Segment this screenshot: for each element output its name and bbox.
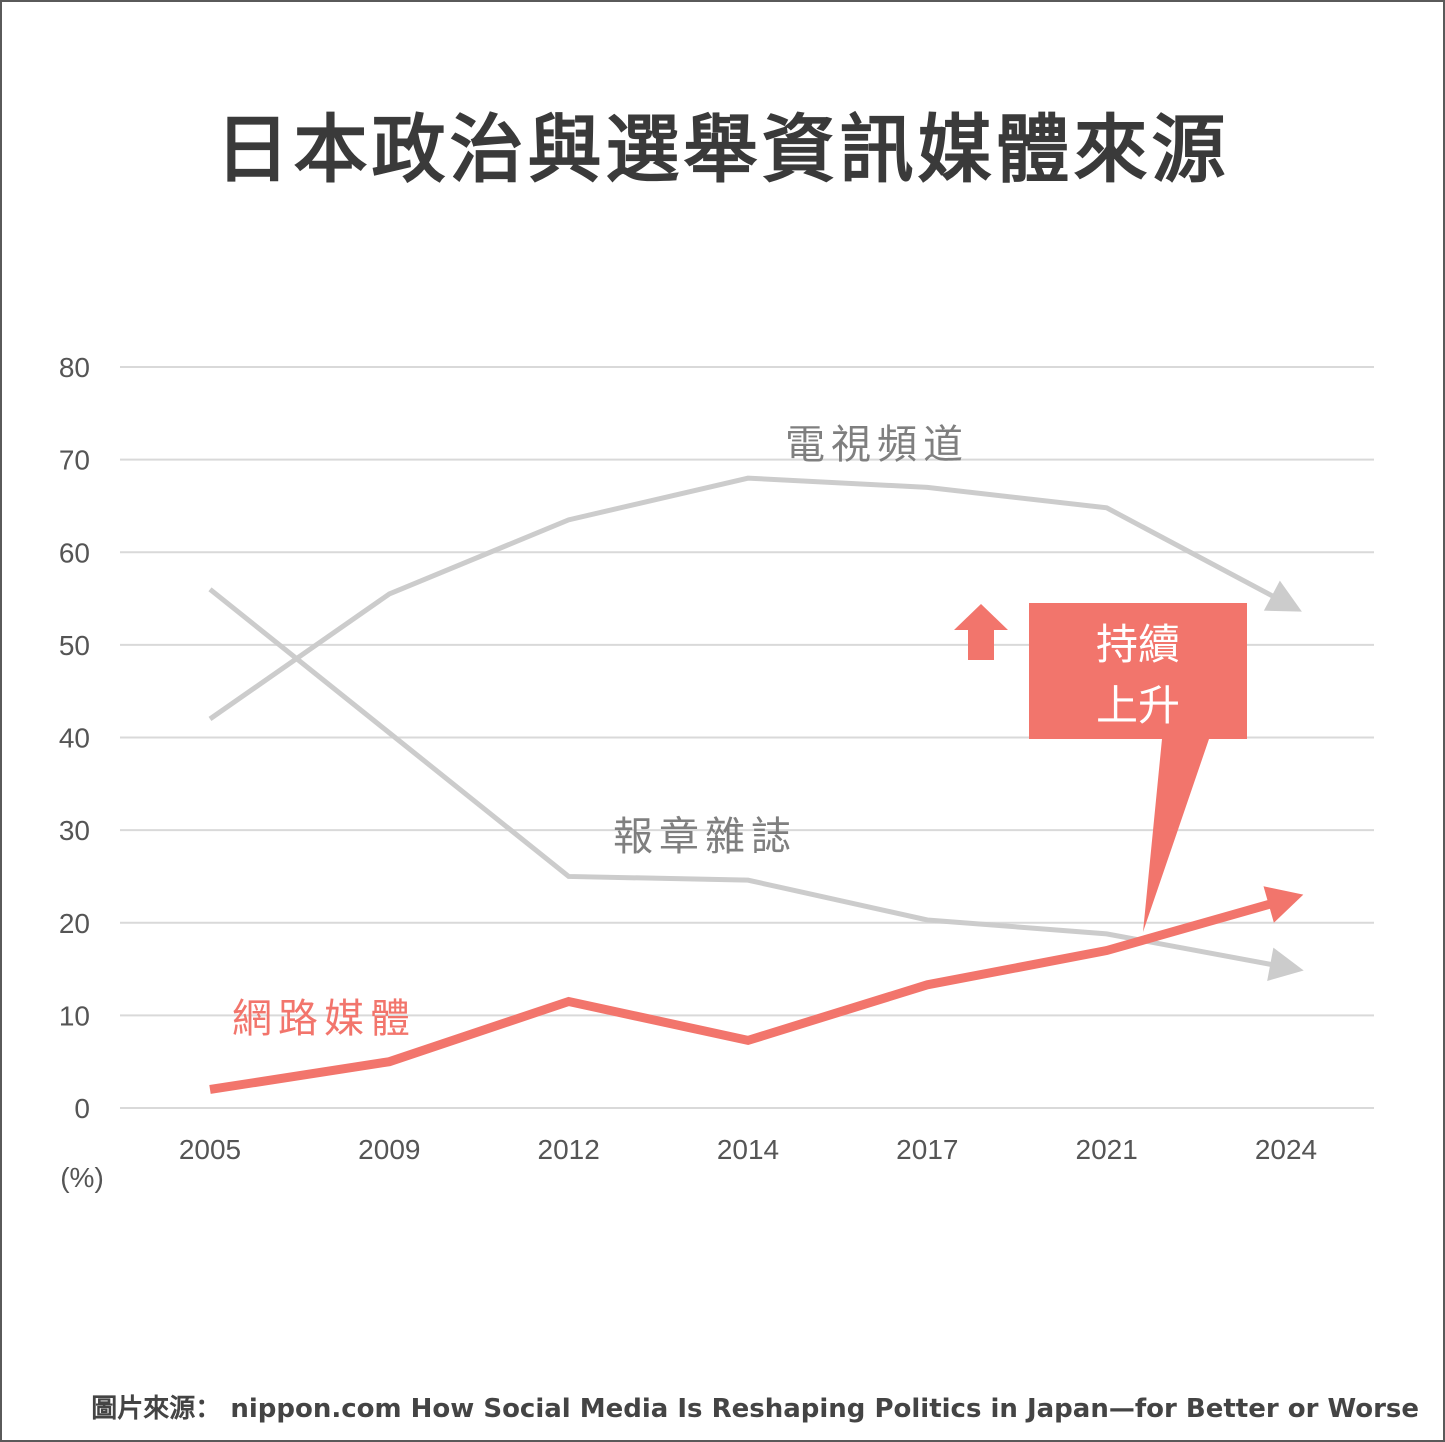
y-tick-label: 60 xyxy=(59,537,90,568)
y-axis-unit: (%) xyxy=(60,1162,104,1193)
series-2 xyxy=(208,587,1304,981)
series-arrowhead xyxy=(1263,580,1302,612)
series-label-internet: 網路媒體 xyxy=(232,996,416,1042)
y-tick-label: 40 xyxy=(59,723,90,754)
grid-lines xyxy=(120,366,1374,1109)
x-tick-label: 2005 xyxy=(179,1134,241,1165)
x-tick-label: 2009 xyxy=(358,1134,420,1165)
chart-title: 日本政治與選舉資訊媒體來源 xyxy=(215,107,1230,193)
callout-box xyxy=(1029,603,1247,932)
series-arrowhead xyxy=(1267,947,1304,981)
y-tick-label: 50 xyxy=(59,630,90,661)
series-1 xyxy=(208,475,1302,722)
x-tick-label: 2017 xyxy=(896,1134,958,1165)
callout-text-line1: 持續 xyxy=(1096,620,1180,669)
callout-text-line2: 上升 xyxy=(1096,681,1180,730)
source-note: 圖片來源： nippon.com How Social Media Is Res… xyxy=(91,1394,1419,1424)
x-tick-label: 2014 xyxy=(717,1134,779,1165)
y-tick-label: 10 xyxy=(59,1000,90,1031)
series-label-newspaper: 報章雜誌 xyxy=(613,814,797,860)
x-tick-label: 2012 xyxy=(538,1134,600,1165)
series-3 xyxy=(209,886,1304,1094)
callout: 持續 上升 xyxy=(1029,603,1247,932)
y-tick-label: 80 xyxy=(59,352,90,383)
up-arrow-icon xyxy=(954,604,1008,660)
y-tick-label: 0 xyxy=(74,1093,90,1124)
series-label-tv: 電視頻道 xyxy=(785,422,969,468)
x-axis-ticks: 2005 2009 2012 2014 2017 2021 2024 xyxy=(179,1134,1317,1165)
y-tick-label: 20 xyxy=(59,908,90,939)
x-tick-label: 2021 xyxy=(1076,1134,1138,1165)
y-axis-ticks: 0 10 20 30 40 50 60 70 80 xyxy=(59,352,90,1124)
series-arrowhead xyxy=(1263,886,1304,923)
series-layer xyxy=(208,475,1304,1094)
y-tick-label: 30 xyxy=(59,815,90,846)
x-tick-label: 2024 xyxy=(1255,1134,1317,1165)
y-tick-label: 70 xyxy=(59,445,90,476)
